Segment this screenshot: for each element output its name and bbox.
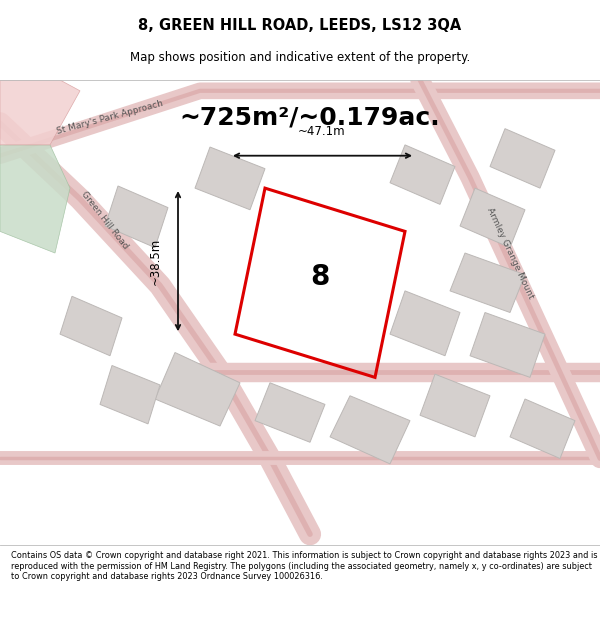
Polygon shape bbox=[390, 145, 455, 204]
Polygon shape bbox=[330, 396, 410, 464]
Polygon shape bbox=[100, 366, 160, 424]
Polygon shape bbox=[0, 145, 70, 253]
Text: Green Hill Road: Green Hill Road bbox=[80, 190, 130, 251]
Text: 8, GREEN HILL ROAD, LEEDS, LS12 3QA: 8, GREEN HILL ROAD, LEEDS, LS12 3QA bbox=[139, 18, 461, 33]
Text: ~47.1m: ~47.1m bbox=[298, 126, 346, 138]
Polygon shape bbox=[0, 80, 80, 145]
Text: Contains OS data © Crown copyright and database right 2021. This information is : Contains OS data © Crown copyright and d… bbox=[11, 551, 597, 581]
Text: Armley Grange Mount: Armley Grange Mount bbox=[485, 206, 535, 300]
Text: St Mary's Park Approach: St Mary's Park Approach bbox=[56, 99, 164, 136]
Polygon shape bbox=[195, 147, 265, 210]
Polygon shape bbox=[460, 188, 525, 248]
Polygon shape bbox=[60, 296, 122, 356]
Polygon shape bbox=[490, 129, 555, 188]
Polygon shape bbox=[390, 291, 460, 356]
Text: Map shows position and indicative extent of the property.: Map shows position and indicative extent… bbox=[130, 51, 470, 64]
Polygon shape bbox=[155, 352, 240, 426]
Text: ~725m²/~0.179ac.: ~725m²/~0.179ac. bbox=[179, 106, 440, 130]
Text: 8: 8 bbox=[310, 263, 329, 291]
Polygon shape bbox=[470, 312, 545, 378]
Polygon shape bbox=[510, 399, 575, 459]
Polygon shape bbox=[255, 382, 325, 442]
Polygon shape bbox=[420, 374, 490, 437]
Polygon shape bbox=[450, 253, 525, 312]
Polygon shape bbox=[105, 186, 168, 248]
Text: ~38.5m: ~38.5m bbox=[149, 238, 161, 285]
